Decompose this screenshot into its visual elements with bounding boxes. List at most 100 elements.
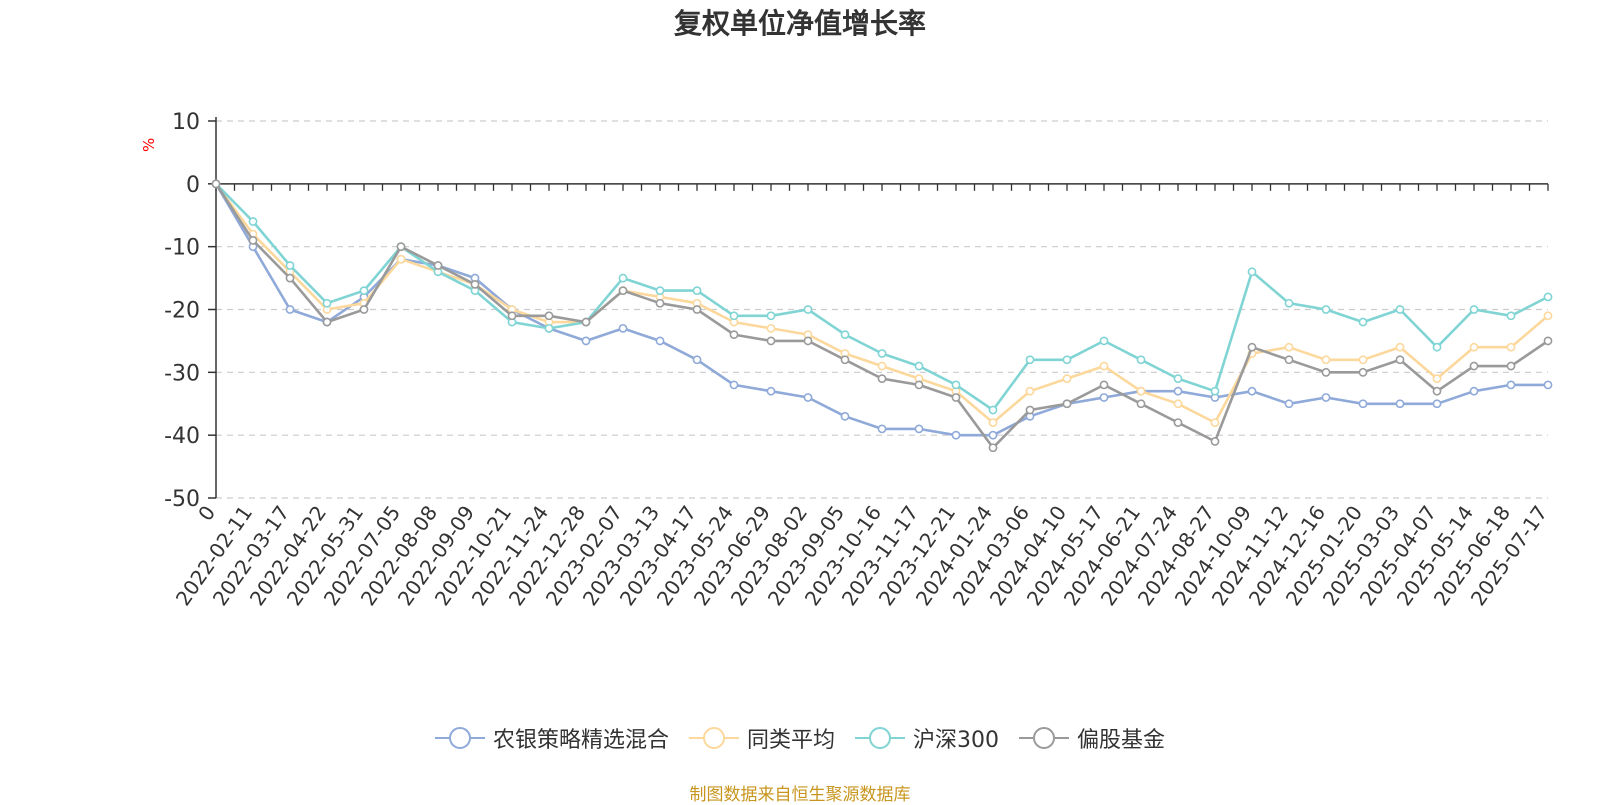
series-3-point [1210, 437, 1220, 446]
legend-circle-icon [688, 726, 739, 750]
series-2-point [1062, 355, 1072, 365]
series-0-point [581, 336, 591, 346]
y-tick-label: 0 [186, 173, 200, 198]
series-2-point [1247, 267, 1257, 277]
series-1-point [1543, 311, 1553, 321]
series-2-point [766, 311, 776, 321]
series-3-point [544, 311, 554, 321]
series-line-1 [214, 183, 1549, 424]
series-0-point [1469, 386, 1479, 396]
series-3-point [433, 261, 443, 270]
series-3-point [1284, 355, 1294, 365]
series-2-point [914, 361, 924, 371]
series-2-point [803, 305, 813, 314]
series-1-point [1210, 418, 1220, 427]
legend-item-3[interactable]: 偏股基金 [1019, 722, 1165, 754]
series-1-point [1284, 342, 1294, 352]
series-0-point [803, 393, 813, 402]
series-3-point [951, 393, 961, 402]
series-3-point [1506, 361, 1516, 371]
series-3-point [692, 305, 702, 314]
series-3-point [914, 380, 924, 390]
series-3-point [766, 336, 776, 346]
series-0-point [877, 424, 887, 434]
series-0-point [766, 386, 776, 396]
series-3-point [840, 355, 850, 365]
series-1-point [1099, 361, 1109, 371]
series-3-point [1395, 355, 1405, 365]
y-tick-label: -20 [164, 299, 200, 324]
y-tick-label: -10 [164, 236, 200, 261]
series-0-point [1099, 393, 1109, 402]
data-source-note: 制图数据来自恒生聚源数据库 [689, 785, 911, 805]
series-0-point [951, 430, 961, 440]
series-0-point [1432, 399, 1442, 409]
series-1-point [1506, 342, 1516, 352]
series-0-point [618, 323, 628, 333]
series-0-point [1321, 393, 1331, 402]
series-3-point [655, 298, 665, 308]
series-3-point [1062, 399, 1072, 409]
legend-circle-icon [855, 726, 905, 750]
series-3-point [618, 286, 628, 296]
series-3-point [396, 242, 406, 252]
series-0-point [729, 380, 739, 390]
x-tick-label: 0 [193, 501, 220, 525]
legend-label: 沪深300 [913, 728, 999, 753]
series-2-point [248, 217, 258, 226]
series-2-point [1358, 317, 1368, 327]
series-2-point [1284, 298, 1294, 308]
series-3-point [1469, 361, 1479, 371]
legend-item-0[interactable]: 农银策略精选混合 [434, 722, 669, 754]
series-0-point [914, 424, 924, 434]
series-0-point [655, 336, 665, 346]
series-3-point [1099, 380, 1109, 390]
series-0-point [1173, 386, 1183, 396]
chart-title: 复权单位净值增长率 [673, 7, 926, 40]
series-0-point [285, 305, 295, 314]
series-0-point [692, 355, 702, 365]
series-2-point [1543, 292, 1553, 302]
series-3-point [1247, 342, 1257, 352]
series-2-point [840, 330, 850, 340]
series-1-point [1062, 374, 1072, 384]
series-1-point [1136, 386, 1146, 396]
legend-label: 农银策略精选混合 [492, 728, 669, 753]
series-3-point [470, 279, 480, 289]
series-1-point [988, 418, 998, 427]
y-tick-label: 10 [172, 110, 200, 135]
series-2-point [1469, 305, 1479, 314]
series-0-point [1543, 380, 1553, 390]
series-3-point [1136, 399, 1146, 409]
series-0-point [1395, 399, 1405, 409]
series-3-point [211, 179, 221, 189]
series-1-point [1432, 374, 1442, 384]
series-0-point [840, 411, 850, 421]
series-0-point [1358, 399, 1368, 409]
series-3-point [248, 235, 258, 245]
series-3-point [1173, 418, 1183, 427]
series-2-point [544, 323, 554, 333]
series-0-point [1284, 399, 1294, 409]
series-1-point [1395, 342, 1405, 352]
legend-item-2[interactable]: 沪深300 [855, 722, 999, 754]
legend-label: 偏股基金 [1077, 728, 1166, 753]
series-2-point [951, 380, 961, 390]
series-3-point [1025, 405, 1035, 415]
series-2-point [1321, 305, 1331, 314]
series-2-point [877, 349, 887, 358]
legend: 农银策略精选混合 同类平均 沪深300 偏股基金 [0, 722, 1600, 754]
series-3-point [1358, 367, 1368, 377]
series-2-point [655, 286, 665, 296]
series-0-point [1506, 380, 1516, 390]
series-1-point [1469, 342, 1479, 352]
y-tick-label: -40 [164, 424, 200, 449]
series-3-point [285, 273, 295, 283]
series-2-point [618, 273, 628, 283]
series-2-point [729, 311, 739, 321]
series-3-point [1432, 386, 1442, 396]
series-2-point [1506, 311, 1516, 321]
legend-item-1[interactable]: 同类平均 [688, 722, 835, 754]
series-0-point [1247, 386, 1257, 396]
